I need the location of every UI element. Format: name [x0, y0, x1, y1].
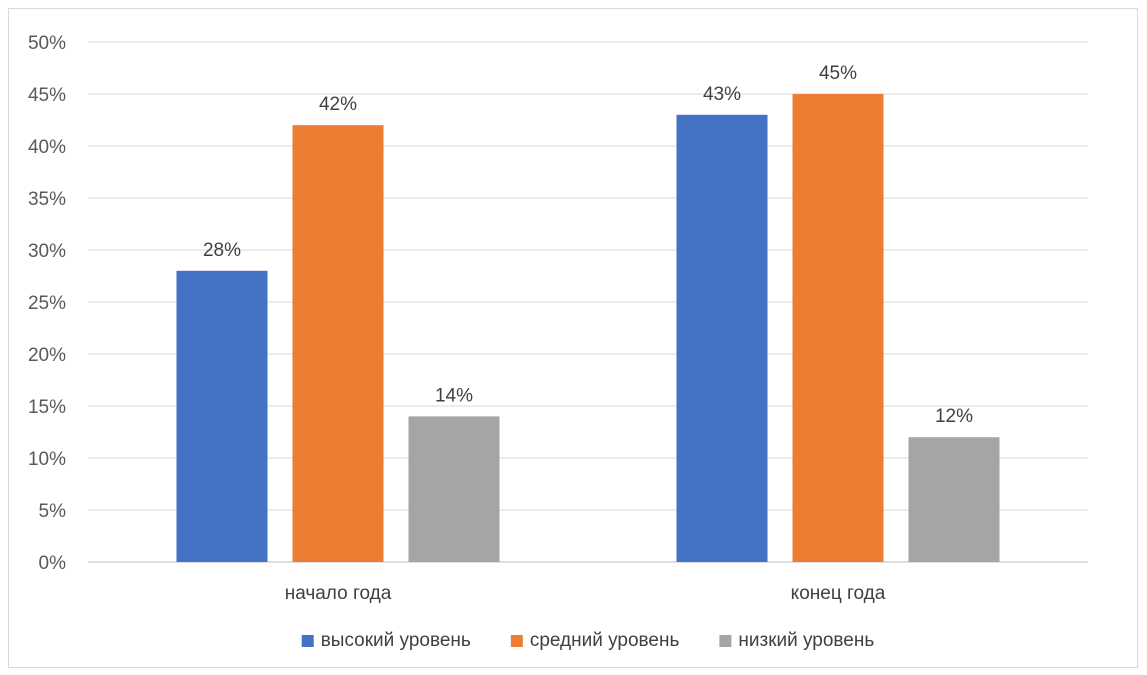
- legend: высокий уровень средний уровень низкий уро…: [301, 630, 874, 651]
- y-tick-label: 25%: [28, 293, 66, 314]
- data-label: 14%: [435, 385, 473, 406]
- bar: [676, 114, 768, 563]
- y-tick-label: 15%: [28, 397, 66, 418]
- data-label: 28%: [203, 240, 241, 261]
- y-tick-label: 10%: [28, 449, 66, 470]
- legend-swatch: [301, 635, 314, 647]
- y-tick-label: 45%: [28, 85, 66, 106]
- data-label: 43%: [703, 84, 741, 105]
- data-label: 45%: [819, 63, 857, 84]
- y-tick-label: 35%: [28, 189, 66, 210]
- legend-label: средний уровень: [530, 630, 680, 651]
- y-tick-label: 50%: [28, 33, 66, 54]
- data-label: 12%: [935, 406, 973, 427]
- y-tick-label: 5%: [39, 501, 67, 522]
- y-tick-label: 30%: [28, 241, 66, 262]
- bar: [408, 416, 500, 562]
- bar: [292, 125, 384, 562]
- x-category-label: конец года: [791, 583, 886, 604]
- bar: [908, 437, 1000, 562]
- bar: [792, 94, 884, 562]
- bar: [176, 270, 268, 562]
- y-tick-label: 20%: [28, 345, 66, 366]
- y-tick-label: 40%: [28, 137, 66, 158]
- legend-label: низкий уровень: [738, 630, 874, 651]
- legend-swatch: [719, 635, 732, 647]
- data-label: 42%: [319, 94, 357, 115]
- x-category-label: начало года: [285, 583, 392, 604]
- legend-label: высокий уровень: [321, 630, 471, 651]
- y-tick-label: 0%: [39, 553, 67, 574]
- legend-swatch: [510, 635, 523, 647]
